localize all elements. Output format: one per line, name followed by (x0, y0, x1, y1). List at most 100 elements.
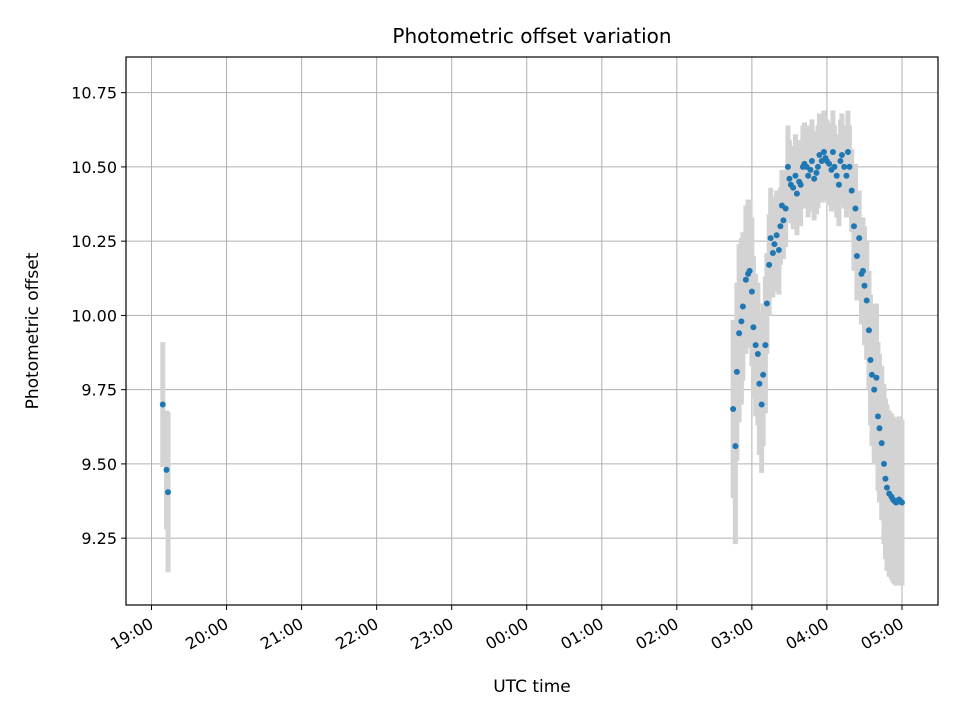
y-tick-label: 10.50 (71, 158, 117, 177)
x-axis-title: UTC time (493, 677, 571, 697)
data-point (873, 374, 880, 381)
data-point (750, 324, 757, 331)
data-point (760, 371, 767, 378)
data-point (898, 499, 905, 506)
data-point (863, 297, 870, 304)
data-point (780, 217, 787, 224)
x-tick-label: 23:00 (407, 614, 456, 654)
x-tick-label: 01:00 (557, 614, 606, 654)
data-point (754, 351, 761, 358)
x-tick-label: 00:00 (482, 614, 531, 654)
data-point (833, 172, 840, 179)
data-point (882, 475, 889, 482)
x-axis-ticks: 19:00 20:00 21:00 22:00 23:00 00:00 01:00 02:00… (107, 605, 907, 654)
x-tick-label: 05:00 (858, 614, 907, 654)
data-point (820, 149, 827, 156)
data-point (775, 247, 782, 254)
data-point (159, 401, 166, 408)
y-tick-label: 9.75 (81, 381, 117, 400)
data-point (733, 368, 740, 375)
plot-frame (125, 56, 939, 606)
data-point (814, 163, 821, 170)
data-point (739, 303, 746, 310)
data-point (878, 440, 885, 447)
data-point (732, 443, 739, 450)
data-points (159, 149, 905, 506)
data-point (880, 460, 887, 467)
data-point (766, 261, 773, 268)
x-tick-label: 19:00 (107, 614, 156, 654)
data-point (861, 282, 868, 289)
y-tick-label: 10.00 (71, 306, 117, 325)
data-point (777, 223, 784, 230)
y-axis-title: Photometric offset (23, 252, 43, 409)
data-point (826, 160, 833, 167)
data-point (846, 163, 853, 170)
x-tick-label: 04:00 (782, 614, 831, 654)
data-point (165, 489, 172, 496)
data-point (792, 172, 799, 179)
data-point (790, 184, 797, 191)
x-tick-label: 21:00 (257, 614, 306, 654)
data-point (837, 157, 844, 164)
data-point (746, 267, 753, 274)
data-point (853, 253, 860, 260)
x-tick-label: 03:00 (707, 614, 756, 654)
data-point (763, 300, 770, 307)
data-point (811, 175, 818, 182)
data-point (786, 175, 793, 182)
data-point (784, 163, 791, 170)
data-point (876, 425, 883, 432)
data-point (782, 205, 789, 212)
data-point (865, 327, 872, 334)
data-point (752, 342, 759, 349)
data-point (835, 181, 842, 188)
data-point (831, 163, 838, 170)
data-point (852, 205, 859, 212)
y-tick-label: 9.25 (81, 529, 117, 548)
data-point (805, 172, 812, 179)
data-point (742, 276, 749, 283)
data-point (808, 157, 815, 164)
data-point (758, 401, 765, 408)
data-point (748, 288, 755, 295)
data-point (843, 172, 850, 179)
data-point (767, 235, 774, 242)
data-point (773, 232, 780, 239)
data-point (871, 386, 878, 393)
y-axis-ticks: 9.25 9.50 9.75 10.00 10.25 10.50 10.75 (71, 84, 126, 548)
data-point (813, 169, 820, 176)
data-point (841, 163, 848, 170)
y-tick-label: 10.75 (71, 84, 117, 103)
data-point (736, 330, 743, 337)
data-point (769, 250, 776, 257)
data-point (738, 318, 745, 325)
data-point (816, 152, 823, 159)
data-point (848, 187, 855, 194)
data-point (874, 413, 881, 420)
y-tick-label: 10.25 (71, 232, 117, 251)
y-tick-label: 9.50 (81, 455, 117, 474)
grid (126, 57, 938, 605)
data-point (856, 235, 863, 242)
data-point (838, 152, 845, 159)
data-point (859, 267, 866, 274)
data-point (807, 166, 814, 173)
data-point (793, 190, 800, 197)
data-point (762, 342, 769, 349)
data-point (730, 405, 737, 412)
data-point (883, 484, 890, 491)
data-point (797, 181, 804, 188)
x-tick-label: 22:00 (332, 614, 381, 654)
data-point (163, 466, 170, 473)
data-point (850, 223, 857, 230)
data-point (771, 241, 778, 248)
chart-title: Photometric offset variation (392, 24, 671, 48)
data-point (756, 380, 763, 387)
data-point (868, 371, 875, 378)
data-point (867, 356, 874, 363)
x-tick-label: 02:00 (632, 614, 681, 654)
x-tick-label: 20:00 (182, 614, 231, 654)
data-point (829, 149, 836, 156)
